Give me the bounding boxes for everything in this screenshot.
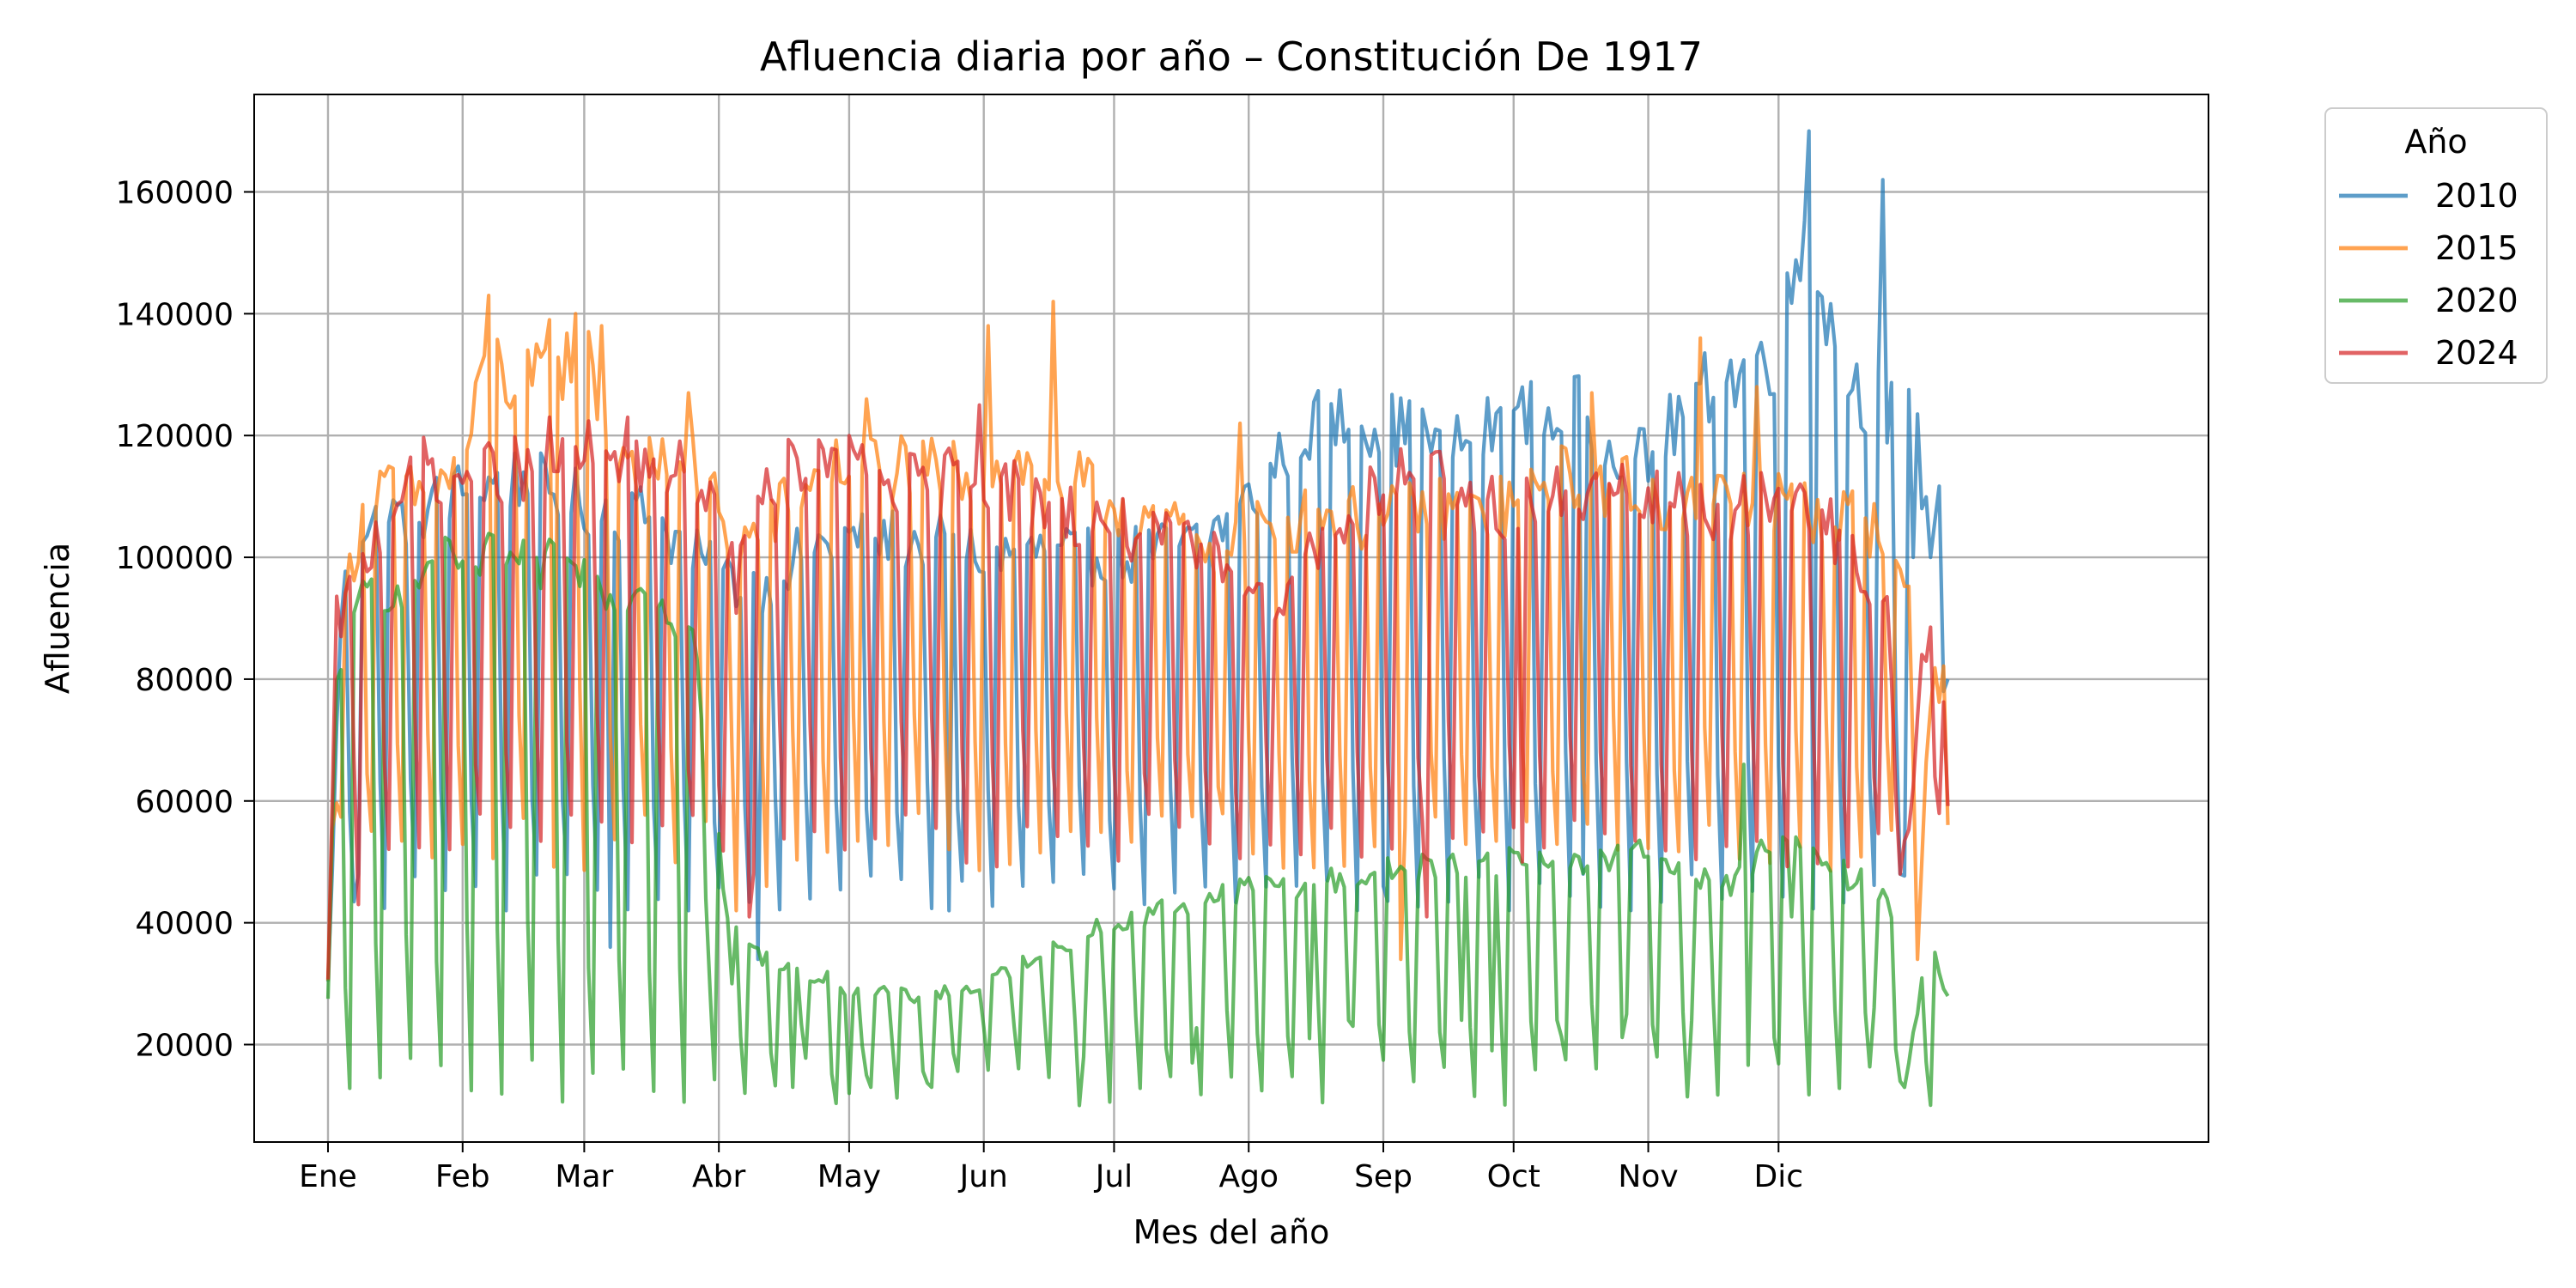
y-tick-label: 160000 xyxy=(116,175,234,210)
x-tick-label: Dic xyxy=(1754,1159,1804,1194)
series-line-2010 xyxy=(325,129,1950,982)
x-tick-label: Ene xyxy=(299,1159,357,1194)
series-line-2020 xyxy=(325,532,1950,1108)
x-tick-label: Mar xyxy=(555,1159,613,1194)
y-tick-label: 120000 xyxy=(116,419,234,454)
legend-title: Año xyxy=(2404,123,2467,161)
y-tick-label: 140000 xyxy=(116,297,234,332)
x-tick-label: Ago xyxy=(1218,1159,1279,1194)
series-lines xyxy=(325,129,1950,1108)
y-tick-label: 20000 xyxy=(135,1029,234,1064)
y-axis-ticks: 20000 40000 60000 80000 100000 120000 140000 16… xyxy=(116,175,254,1064)
x-tick-label: Oct xyxy=(1487,1159,1540,1194)
y-tick-label: 100000 xyxy=(116,541,234,576)
y-axis-label: Afluencia xyxy=(39,543,76,694)
y-tick-label: 60000 xyxy=(135,785,234,820)
x-tick-label: Feb xyxy=(435,1159,490,1194)
x-tick-label: Jul xyxy=(1094,1159,1133,1194)
y-tick-label: 80000 xyxy=(135,663,234,698)
legend-label: 2015 xyxy=(2435,229,2518,267)
x-tick-label: Jun xyxy=(958,1159,1008,1194)
chart-title: Afluencia diaria por año – Constitución … xyxy=(760,33,1703,80)
legend-label: 2024 xyxy=(2435,334,2518,372)
legend-box xyxy=(2324,107,2548,384)
x-tick-label: Sep xyxy=(1354,1159,1413,1194)
x-tick-label: Nov xyxy=(1618,1159,1678,1194)
series-line-2024 xyxy=(325,403,1950,980)
plot-frame xyxy=(253,94,2209,1143)
x-tick-label: May xyxy=(817,1159,881,1194)
legend-items: 2010 2015 2020 2024 xyxy=(2339,177,2518,372)
legend: Año 2010 2015 2020 2024 xyxy=(2324,107,2548,384)
x-axis-label: Mes del año xyxy=(1133,1213,1330,1251)
legend-label: 2010 xyxy=(2435,177,2518,215)
x-axis-ticks: Ene Feb Mar Abr May Jun Jul Ago Sep Oct Nov Dic xyxy=(299,1142,1803,1194)
legend-label: 2020 xyxy=(2435,282,2518,319)
x-tick-label: Abr xyxy=(692,1159,745,1194)
y-tick-label: 40000 xyxy=(135,907,234,942)
